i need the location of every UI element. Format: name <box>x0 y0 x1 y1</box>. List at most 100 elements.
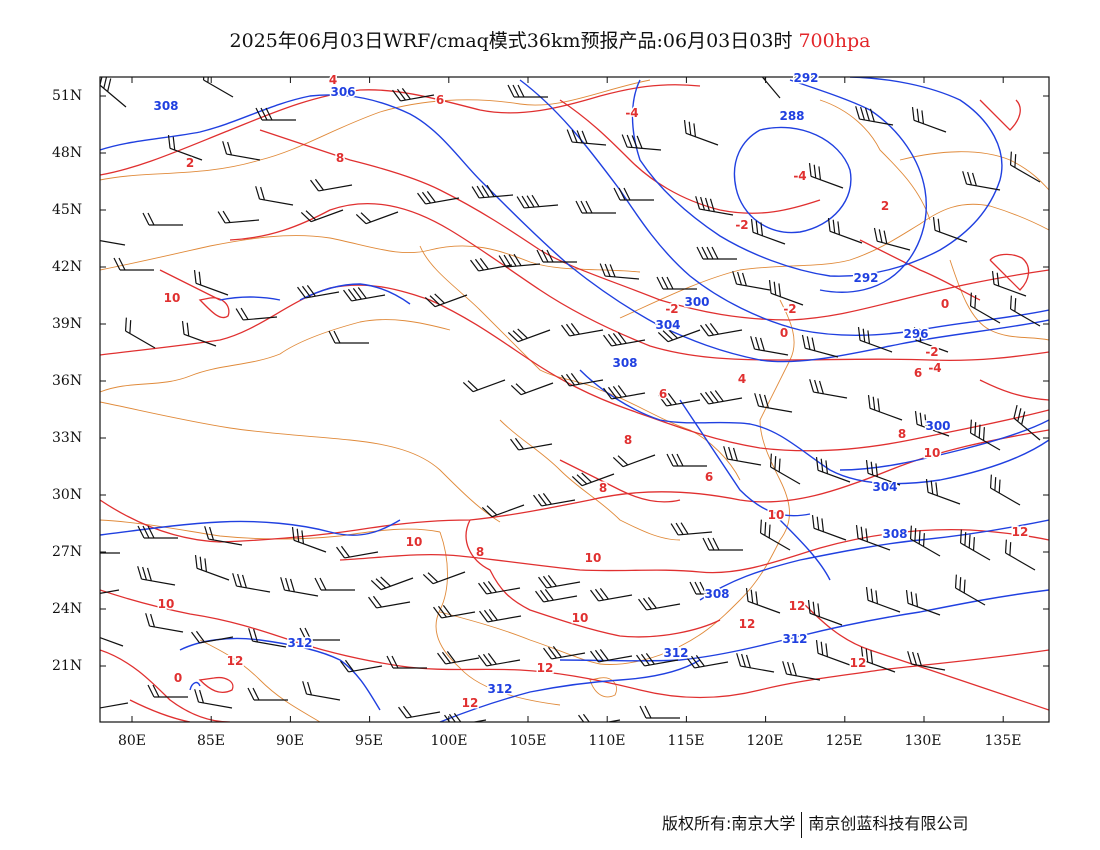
footer-divider <box>801 811 803 838</box>
wind-barb <box>1009 295 1041 327</box>
wind-barb <box>336 545 379 559</box>
title-text: 2025年06月03日WRF/cmaq模式36km预报产品:06月03日03时 <box>229 30 793 52</box>
lat-label-24n: 24N <box>52 601 83 617</box>
wind-barb <box>745 587 781 614</box>
wind-barb <box>194 554 230 581</box>
map-frame <box>99 76 1050 723</box>
wind-barb <box>695 196 734 216</box>
height-contour-label: 312 <box>287 636 312 650</box>
wind-barb <box>302 681 341 701</box>
wind-barb <box>113 257 154 271</box>
copyright-footer: 版权所有:南京大学 南京创蓝科技有限公司 <box>662 810 968 838</box>
wind-barb <box>768 279 804 306</box>
temperature-contour-label: 2 <box>186 156 194 170</box>
lat-label-51n: 51N <box>52 88 83 104</box>
lat-label-39n: 39N <box>52 316 83 332</box>
temperature-contour-label: 12 <box>789 599 806 613</box>
lon-label-110e: 110E <box>588 733 626 749</box>
wind-barb <box>808 162 844 189</box>
wind-barb <box>297 285 340 299</box>
wind-barb <box>424 293 468 308</box>
map-title: 2025年06月03日WRF/cmaq模式36km预报产品:06月03日03时 7… <box>0 26 1100 53</box>
wind-barb <box>809 379 848 399</box>
wind-barb <box>865 459 901 486</box>
lon-label-85e: 85E <box>196 733 226 749</box>
wind-barb <box>462 379 506 393</box>
height-contour-label: 308 <box>612 356 637 370</box>
height-contour-label: 292 <box>853 271 878 285</box>
wind-barb <box>599 263 640 280</box>
height-contour-label: 312 <box>487 682 512 696</box>
temperature-contour-label: 6 <box>705 470 713 484</box>
wind-barb <box>621 134 662 151</box>
lon-label-105e: 105E <box>509 733 547 749</box>
temperature-contour-label: 2 <box>881 199 889 213</box>
lon-label-115e: 115E <box>667 733 705 749</box>
wind-barb <box>932 216 968 243</box>
axis-ticks <box>100 77 1049 722</box>
temperature-contour-label: -2 <box>735 218 748 232</box>
wind-barb <box>857 326 893 353</box>
wind-barb <box>590 649 633 663</box>
wind-barb <box>142 212 183 226</box>
temperature-contour-label: -2 <box>665 302 678 316</box>
company-name: 南京创蓝科技有限公司 <box>808 814 969 833</box>
temperature-contour-label: 4 <box>738 372 746 386</box>
height-contour-label: 308 <box>704 587 729 601</box>
wind-barb <box>535 589 578 603</box>
wind-barb <box>911 106 947 133</box>
wind-barb <box>340 659 383 673</box>
wind-barb <box>723 446 762 466</box>
wind-barb <box>100 702 129 710</box>
wind-barb <box>255 186 294 206</box>
wind-barb <box>811 514 847 541</box>
wind-barb <box>657 328 701 343</box>
wind-barb <box>754 393 793 413</box>
wind-barb <box>670 522 713 536</box>
temperature-contour-label: 8 <box>336 151 344 165</box>
lat-label-27n: 27N <box>52 544 83 560</box>
wind-barb <box>578 713 621 722</box>
temperature-contour-label: 0 <box>941 297 949 311</box>
wind-barb <box>437 651 480 665</box>
wind-barb <box>907 651 946 671</box>
height-contour-label: 306 <box>330 85 355 99</box>
wind-barb <box>481 504 525 518</box>
wind-barb <box>827 217 863 244</box>
wind-barb <box>913 326 949 353</box>
wind-barb <box>689 581 730 595</box>
pressure-level-label: 700hpa <box>798 30 871 52</box>
wind-barb <box>700 390 743 405</box>
wind-barb <box>247 687 288 701</box>
temperature-contour-label: 10 <box>768 508 785 522</box>
temperature-contour-label: 12 <box>739 617 756 631</box>
copyright-text: 版权所有:南京大学 <box>662 814 796 833</box>
wind-barb <box>194 689 233 709</box>
wind-barb <box>815 639 851 666</box>
wind-barbs <box>100 77 1041 722</box>
wind-barb <box>603 332 646 347</box>
wind-barb <box>736 653 775 673</box>
wind-barb <box>686 655 729 669</box>
wind-barb <box>989 474 1021 506</box>
wind-barb <box>702 537 743 551</box>
wind-barb <box>658 393 701 407</box>
wind-barb <box>571 472 615 487</box>
wind-barb <box>807 599 843 626</box>
wind-barb <box>991 270 1027 297</box>
temperature-contour-label: 10 <box>158 597 175 611</box>
temperature-contours <box>100 84 1049 722</box>
wind-barb <box>510 382 554 396</box>
height-contour-label: 288 <box>779 109 804 123</box>
temperature-contour-label: 8 <box>624 433 632 447</box>
wind-barb <box>167 134 203 161</box>
wind-barb <box>801 334 839 358</box>
wind-barb <box>470 258 513 272</box>
wind-barb <box>855 106 894 126</box>
temperature-contour-label: -4 <box>928 361 941 375</box>
wind-barb <box>202 77 234 98</box>
wind-barb <box>855 524 891 551</box>
height-contour-label: 296 <box>903 327 928 341</box>
wind-barb <box>235 307 278 321</box>
